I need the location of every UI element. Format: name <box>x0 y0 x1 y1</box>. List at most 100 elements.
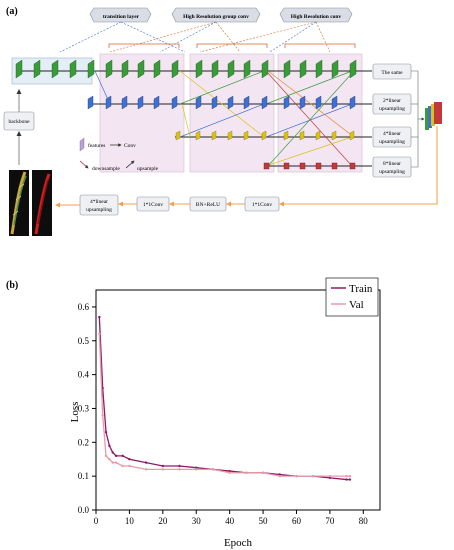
data-point-train <box>128 458 131 461</box>
concat-feature-map <box>425 102 442 130</box>
data-point-val <box>108 458 111 461</box>
data-point-val <box>328 474 332 478</box>
data-point-val <box>311 474 315 478</box>
blue-stream-blocks <box>87 95 356 110</box>
output-boxes: The same 2*linear upsampling 4*linear up… <box>372 63 412 178</box>
svg-text:upsample: upsample <box>137 166 159 172</box>
x-tick-label: 40 <box>225 516 235 526</box>
x-tick-label: 0 <box>94 516 99 526</box>
output-merge-lines <box>411 70 425 168</box>
head-path-line <box>279 126 438 207</box>
svg-text:High Resolution group conv: High Resolution group conv <box>183 14 249 20</box>
x-tick-label: 20 <box>158 516 168 526</box>
header-brackets <box>108 43 356 48</box>
series-line-val <box>98 333 350 477</box>
group-conv-header: High Resolution group conv <box>171 7 261 23</box>
svg-text:upsampling: upsampling <box>379 139 405 145</box>
svg-text:BN+ReLU: BN+ReLU <box>196 202 220 208</box>
svg-text:upsampling: upsampling <box>379 169 405 175</box>
head-boxes: 1*1Conv BN+ReLU 1*1Conv 4*linear upsampl… <box>55 194 280 216</box>
data-point-val <box>144 468 148 471</box>
transition-layer-header: transition layer <box>89 7 152 23</box>
data-point-train <box>108 444 111 447</box>
data-point-val <box>178 468 181 471</box>
data-point-val <box>104 454 108 458</box>
svg-text:upsampling: upsampling <box>86 207 112 213</box>
data-point-train <box>345 478 348 481</box>
svg-text:Conv: Conv <box>124 143 136 149</box>
data-point-train <box>111 451 114 454</box>
legend-box <box>325 277 379 317</box>
x-tick-label: 70 <box>325 516 335 526</box>
x-tick-label: 10 <box>125 516 135 526</box>
svg-text:4*linear: 4*linear <box>383 131 401 137</box>
x-tick-label: 50 <box>259 516 269 526</box>
data-point-val <box>161 468 165 471</box>
backbone-box: backbone <box>3 111 35 131</box>
chart-legend: Train Val <box>325 277 379 317</box>
panel-a-letter: (a) <box>6 6 18 17</box>
output-image <box>32 170 52 236</box>
data-point-val <box>101 414 104 417</box>
panel-b-letter: (b) <box>6 280 18 291</box>
data-point-train <box>195 466 198 469</box>
data-point-train <box>114 454 118 458</box>
data-point-val <box>121 464 124 468</box>
y-tick-label: 0.4 <box>78 370 90 380</box>
y-tick-label: 0.1 <box>78 471 89 481</box>
green-stream-blocks <box>15 59 357 79</box>
y-axis-label: Loss <box>69 402 81 423</box>
data-point-val <box>98 332 101 336</box>
y-tick-label: 0.6 <box>78 302 90 312</box>
data-point-val <box>295 474 298 478</box>
data-point-train <box>228 469 231 473</box>
fusion-connections <box>94 70 355 167</box>
data-point-val <box>348 474 352 478</box>
svg-text:upsampling: upsampling <box>379 106 405 112</box>
data-point-val <box>111 461 114 464</box>
y-tick-label: 0.3 <box>78 403 90 413</box>
x-tick-label: 30 <box>192 516 202 526</box>
data-point-val <box>345 474 348 478</box>
y-tick-label: 0.5 <box>78 336 90 346</box>
svg-text:downsample: downsample <box>92 166 120 172</box>
svg-text:4*linear: 4*linear <box>90 199 108 205</box>
data-point-val <box>245 471 248 474</box>
diagram-legend: features Conv downsample upsample <box>79 137 159 172</box>
x-axis-label: Epoch <box>224 537 253 549</box>
hr-conv-header: High Resolution conv <box>279 7 353 23</box>
data-point-val <box>128 464 131 468</box>
data-point-val <box>228 471 231 474</box>
svg-text:transition layer: transition layer <box>103 14 140 20</box>
svg-text:backbone: backbone <box>8 119 30 125</box>
data-point-val <box>114 461 118 464</box>
data-point-train <box>161 464 165 468</box>
data-point-val <box>261 471 265 474</box>
data-point-train <box>121 454 124 458</box>
data-point-train <box>278 473 281 476</box>
data-point-train <box>98 315 101 319</box>
svg-text:The same: The same <box>381 70 403 76</box>
data-point-train <box>328 476 332 480</box>
data-point-train <box>144 461 148 464</box>
x-tick-label: 60 <box>292 516 302 526</box>
y-tick-label: 0.2 <box>78 437 89 447</box>
data-point-train <box>104 430 108 434</box>
svg-text:2*linear: 2*linear <box>383 98 401 104</box>
svg-text:8*linear: 8*linear <box>383 161 401 167</box>
header-connectors <box>59 21 331 53</box>
data-point-train <box>348 478 352 481</box>
svg-text:High Resolution conv: High Resolution conv <box>291 14 342 20</box>
legend-label: Val <box>349 299 364 311</box>
svg-text:1*1Conv: 1*1Conv <box>252 202 272 208</box>
red-stream-blocks <box>263 162 356 170</box>
chart-axes: 0 10 20 30 40 50 60 70 80 0.0 0.1 0.2 0.3 0.4 0.5 0.6 <box>78 289 381 526</box>
svg-text:1*1Conv: 1*1Conv <box>143 202 163 208</box>
data-point-train <box>178 464 181 468</box>
x-tick-label: 80 <box>359 516 369 526</box>
input-image <box>9 170 29 236</box>
y-tick-label: 0.0 <box>78 505 90 515</box>
data-point-val <box>195 468 198 471</box>
architecture-diagram: (a) transition layer High Resolution gro… <box>3 6 442 236</box>
data-point-val <box>211 468 215 471</box>
